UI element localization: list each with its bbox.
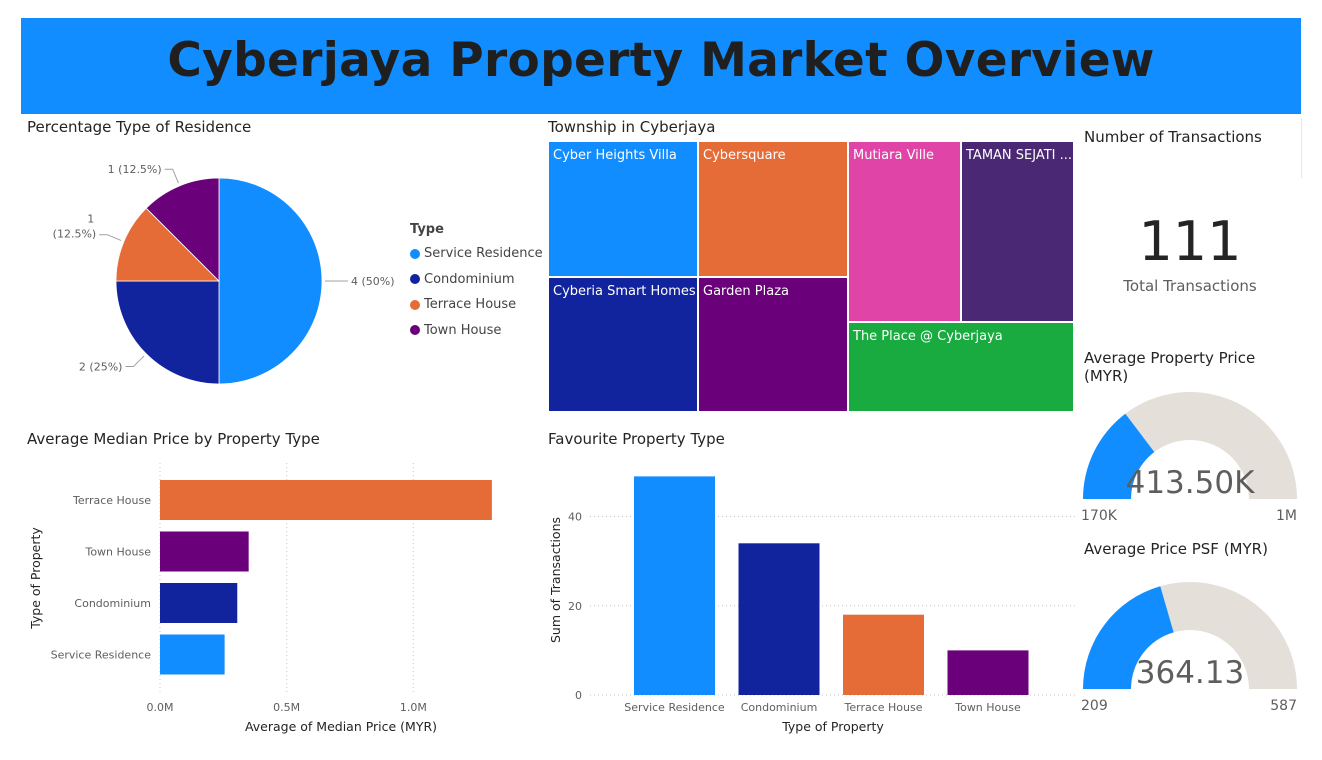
hbar-x-axis-title: Average of Median Price (MYR): [245, 719, 437, 734]
hbar-chart: 0.0M 0.5M 1.0M Terrace House Town House Condo…: [28, 463, 492, 734]
pie-data-label: 2 (25%): [79, 361, 123, 374]
legend-dot-icon: [410, 299, 420, 310]
vbar-category-label: Town House: [954, 701, 1021, 714]
vbar-tick-label: 20: [568, 600, 582, 613]
treemap-tile-cyberia-smart-homes[interactable]: [547, 276, 699, 413]
vbar-bar-service-residence[interactable]: [634, 476, 715, 695]
hbar-category-label: Condominium: [74, 597, 151, 610]
treemap-tile-taman-sejati[interactable]: [960, 140, 1075, 323]
treemap-label: Cyber Heights Villa: [553, 148, 677, 163]
avg-psf-gauge-fill: [1083, 586, 1174, 689]
vbar-category-label: Service Residence: [624, 701, 725, 714]
pie-data-label: (12.5%): [53, 228, 97, 241]
vbar-y-axis-title: Sum of Transactions: [548, 517, 563, 643]
pie-chart-title: Percentage Type of Residence: [27, 118, 252, 136]
vbar-chart-title: Favourite Property Type: [548, 430, 725, 448]
pie-data-label: 1: [87, 213, 94, 226]
avg-price-gauge-max-label: 1M: [1276, 508, 1297, 524]
vbar-tick-label: 0: [575, 689, 582, 702]
pie-legend: Type Service Residence Condominium Terra…: [410, 222, 543, 343]
avg-psf-gauge-value: 364.13: [1136, 655, 1244, 691]
avg-psf-gauge-min-label: 209: [1081, 698, 1108, 714]
pie-slice-town-house[interactable]: [145, 177, 220, 282]
pie-leader-line: [164, 168, 179, 184]
hbar-tick-label: 0.0M: [147, 701, 174, 714]
vbar-bar-town-house[interactable]: [947, 650, 1029, 695]
avg-psf-gauge-max-label: 587: [1270, 698, 1297, 714]
avg-psf-title: Average Price PSF (MYR): [1084, 540, 1268, 558]
avg-psf-gauge: 364.13 209 587: [1081, 582, 1297, 714]
avg-price-gauge-min-label: 170K: [1081, 508, 1118, 524]
pie-slice-condominium[interactable]: [115, 280, 220, 385]
hbar-tick-label: 0.5M: [273, 701, 300, 714]
pie-data-label: 4 (50%): [351, 275, 395, 288]
page-title: Cyberjaya Property Market Overview: [167, 33, 1155, 88]
card-divider: [1301, 118, 1302, 178]
pie-data-label: 1 (12.5%): [108, 163, 162, 176]
pie-slice-service-residence[interactable]: [218, 177, 323, 385]
vbar-bar-terrace-house[interactable]: [843, 614, 924, 695]
legend-dot-icon: [410, 274, 420, 285]
avg-price-gauge-value: 413.50K: [1126, 465, 1255, 501]
treemap-chart: Cyber Heights Villa Cybersquare Mutiara Vi…: [547, 140, 1075, 413]
legend-item-condominium[interactable]: Condominium: [410, 267, 543, 293]
legend-dot-icon: [410, 325, 420, 336]
hbar-tick-label: 1.0M: [400, 701, 427, 714]
vbar-x-axis-title: Type of Property: [781, 719, 884, 734]
transactions-label: Total Transactions: [1123, 277, 1257, 295]
pie-leader-line: [99, 234, 122, 241]
legend-item-service-residence[interactable]: Service Residence: [410, 241, 543, 267]
treemap-label: Cyberia Smart Homes: [553, 284, 696, 299]
vbar-tick-label: 40: [568, 511, 582, 524]
vbar-bar-condominium[interactable]: [738, 543, 820, 695]
pie-leader-line: [125, 355, 145, 368]
hbar-bar-terrace-house[interactable]: [160, 480, 492, 520]
treemap-label: The Place @ Cyberjaya: [852, 329, 1003, 344]
hbar-y-axis-title: Type of Property: [28, 527, 43, 630]
treemap-tile-cyber-heights-villa[interactable]: [547, 140, 699, 278]
hbar-bar-service-residence[interactable]: [160, 634, 225, 675]
treemap-label: Mutiara Ville: [853, 148, 934, 163]
header-banner: Cyberjaya Property Market Overview: [21, 18, 1301, 114]
treemap-tile-mutiara-ville[interactable]: [847, 140, 962, 323]
treemap-title: Township in Cyberjaya: [548, 118, 716, 136]
pie-legend-title: Type: [410, 222, 444, 237]
avg-price-gauge: 413.50K 170K 1M: [1081, 392, 1297, 524]
pie-slice-terrace-house[interactable]: [115, 207, 220, 282]
treemap-label: TAMAN SEJATI ...: [965, 148, 1072, 163]
pie-chart: 4 (50%) 2 (25%) 1 (12.5%) 1 (12.5%): [53, 163, 395, 385]
transactions-card-title: Number of Transactions: [1084, 128, 1262, 146]
hbar-category-label: Terrace House: [72, 494, 151, 507]
treemap-label: Cybersquare: [703, 148, 786, 163]
avg-price-gauge-fill: [1083, 413, 1155, 499]
treemap-tile-the-place-cyberjaya[interactable]: [847, 321, 1075, 413]
hbar-bar-town-house[interactable]: [160, 531, 249, 572]
vbar-chart: 0 20 40 Service Residence Condominium Terrace…: [548, 476, 1075, 734]
hbar-bar-condominium[interactable]: [160, 583, 238, 623]
hbar-category-label: Town House: [84, 546, 151, 559]
legend-dot-icon: [410, 248, 420, 259]
vbar-category-label: Condominium: [741, 701, 818, 714]
transactions-value: 111: [1138, 210, 1242, 273]
vbar-category-label: Terrace House: [844, 701, 923, 714]
treemap-tile-garden-plaza[interactable]: [697, 276, 849, 413]
hbar-category-label: Service Residence: [51, 649, 152, 662]
legend-item-terrace-house[interactable]: Terrace House: [410, 292, 543, 318]
legend-item-town-house[interactable]: Town House: [410, 318, 543, 344]
treemap-label: Garden Plaza: [703, 284, 789, 299]
hbar-chart-title: Average Median Price by Property Type: [27, 430, 320, 448]
avg-price-title: Average Property Price (MYR): [1084, 349, 1256, 385]
